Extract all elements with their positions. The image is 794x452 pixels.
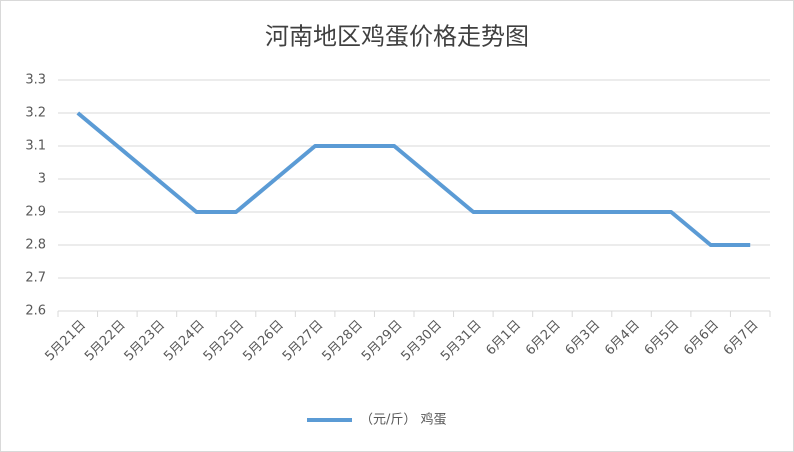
y-tick-label: 3	[38, 172, 46, 187]
y-tick-label: 3.3	[25, 73, 46, 88]
y-tick-label: 2.7	[25, 271, 46, 286]
legend-label: （元/斤） 鸡蛋	[360, 412, 447, 428]
y-tick-label: 3.2	[25, 106, 46, 121]
y-tick-label: 2.9	[25, 205, 46, 220]
chart-title: 河南地区鸡蛋价格走势图	[265, 23, 529, 51]
y-tick-label: 2.6	[25, 304, 46, 319]
y-tick-label: 2.8	[25, 238, 46, 253]
series-line	[76, 111, 751, 247]
y-tick-label: 3.1	[25, 139, 46, 154]
